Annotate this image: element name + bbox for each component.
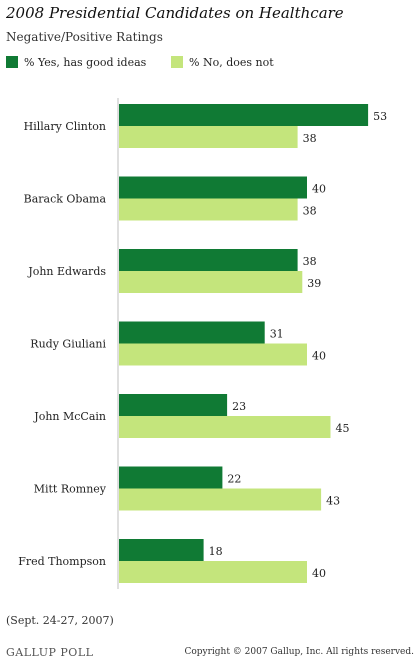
bar-yes: [119, 321, 265, 344]
bar-chart: Hillary Clinton 53 38 Barack Obama 40 38 John …: [18, 98, 387, 589]
bar-no: [119, 126, 298, 148]
bar-no: [119, 561, 307, 583]
bar-no: [119, 488, 322, 511]
bar-yes: [119, 249, 298, 271]
chart-subtitle: Negative/Positive Ratings: [6, 30, 163, 44]
value-label: 45: [336, 422, 350, 435]
value-label: 39: [307, 277, 321, 290]
value-label: 53: [373, 110, 387, 123]
category-label: Barack Obama: [24, 193, 107, 206]
bar-yes: [119, 394, 228, 416]
category-label: John Edwards: [27, 265, 106, 278]
bar-yes: [119, 176, 307, 199]
bar-yes: [119, 466, 223, 489]
category-label: Hillary Clinton: [24, 120, 106, 133]
bar-no: [119, 416, 331, 438]
value-label: 38: [303, 255, 317, 268]
value-label: 38: [303, 205, 317, 218]
bar-no: [119, 198, 298, 221]
category-label: John McCain: [33, 410, 106, 423]
category-label: Rudy Giuliani: [30, 338, 106, 351]
bar-no: [119, 343, 307, 366]
legend-item-yes: % Yes, has good ideas: [6, 56, 146, 69]
value-label: 40: [312, 350, 326, 363]
legend-swatch-yes: [6, 56, 18, 68]
legend-item-no: % No, does not: [171, 56, 274, 69]
category-label: Mitt Romney: [34, 483, 107, 496]
source-note: (Sept. 24-27, 2007): [6, 614, 114, 627]
category-label: Fred Thompson: [18, 555, 106, 568]
chart-title: 2008 Presidential Candidates on Healthca…: [6, 4, 344, 22]
gallup-logo: GALLUP POLL: [6, 646, 94, 659]
legend-label-no: % No, does not: [189, 56, 274, 69]
value-label: 18: [209, 545, 223, 558]
value-label: 31: [270, 328, 284, 341]
value-label: 38: [303, 132, 317, 145]
bar-yes: [119, 539, 204, 561]
copyright-notice: Copyright © 2007 Gallup, Inc. All rights…: [184, 647, 414, 657]
legend-label-yes: % Yes, has good ideas: [24, 56, 147, 69]
legend-swatch-no: [171, 56, 183, 68]
value-label: 40: [312, 183, 326, 196]
value-label: 40: [312, 567, 326, 580]
value-label: 43: [326, 495, 340, 508]
bar-no: [119, 271, 303, 293]
bar-yes: [119, 104, 369, 126]
value-label: 22: [227, 473, 241, 486]
value-label: 23: [232, 400, 246, 413]
